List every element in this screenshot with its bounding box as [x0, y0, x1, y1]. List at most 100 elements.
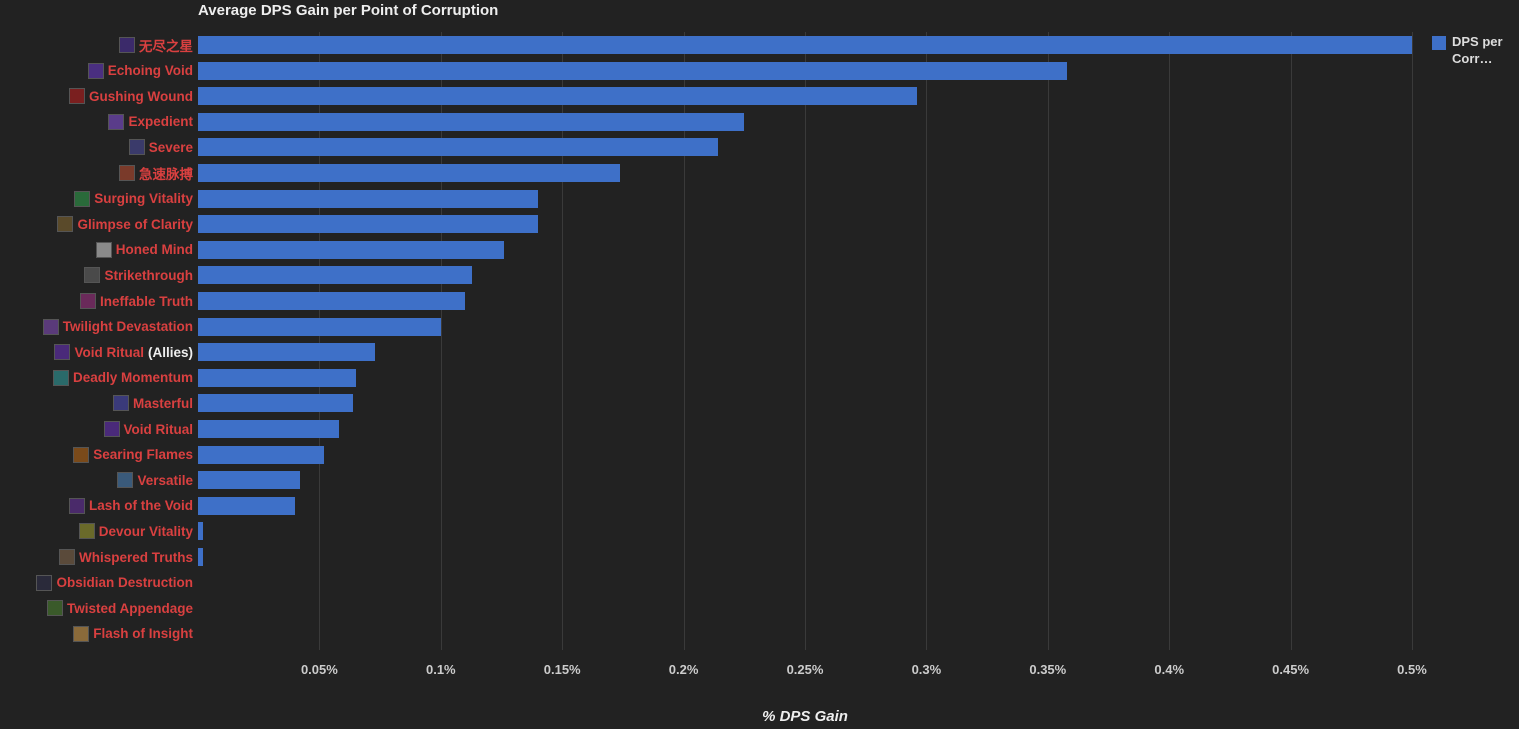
y-category-label[interactable]: Whispered Truths	[59, 548, 193, 566]
ability-name: Glimpse of Clarity	[77, 217, 193, 232]
bar	[198, 241, 504, 259]
bar-row	[198, 215, 538, 233]
bar	[198, 471, 300, 489]
chart-title: Average DPS Gain per Point of Corruption	[198, 2, 498, 19]
y-category-label[interactable]: Obsidian Destruction	[36, 574, 193, 592]
bar	[198, 36, 1412, 54]
plot-area: % DPS Gain 0.05%0.1%0.15%0.2%0.25%0.3%0.…	[198, 32, 1412, 650]
y-category-label[interactable]: 无尽之星	[119, 36, 193, 54]
ability-name: Ineffable Truth	[100, 294, 193, 309]
ability-icon	[113, 395, 129, 411]
bar	[198, 394, 353, 412]
x-tick-label: 0.5%	[1397, 662, 1427, 677]
ability-name: Masterful	[133, 396, 193, 411]
dps-corruption-chart: Average DPS Gain per Point of Corruption…	[0, 0, 1519, 729]
y-category-label[interactable]: Expedient	[108, 113, 193, 131]
ability-name: 急速脉搏	[139, 163, 193, 183]
ability-name: Severe	[149, 140, 193, 155]
ability-name: Lash of the Void	[89, 498, 193, 513]
x-tick-label: 0.05%	[301, 662, 338, 677]
ability-name: Searing Flames	[93, 447, 193, 462]
y-category-label[interactable]: Flash of Insight	[73, 625, 193, 643]
bar	[198, 292, 465, 310]
ability-name: Whispered Truths	[79, 550, 193, 565]
y-category-label[interactable]: Deadly Momentum	[53, 369, 193, 387]
ability-name: Expedient	[128, 114, 193, 129]
ability-icon	[119, 165, 135, 181]
bar	[198, 215, 538, 233]
y-category-label[interactable]: Gushing Wound	[69, 87, 193, 105]
bar-row	[198, 522, 203, 540]
bar	[198, 138, 718, 156]
legend-swatch	[1432, 36, 1446, 50]
bar-row	[198, 36, 1412, 54]
ability-icon	[73, 447, 89, 463]
y-category-label[interactable]: Echoing Void	[88, 62, 193, 80]
ability-name: 无尽之星	[139, 35, 193, 55]
bar	[198, 113, 744, 131]
legend: DPS per Corr…	[1432, 34, 1512, 68]
ability-icon	[69, 498, 85, 514]
ability-icon	[43, 319, 59, 335]
ability-name: Versatile	[137, 473, 193, 488]
y-category-label[interactable]: Devour Vitality	[79, 522, 193, 540]
ability-icon	[54, 344, 70, 360]
ability-icon	[119, 37, 135, 53]
bar-row	[198, 164, 620, 182]
bar-row	[198, 446, 324, 464]
ability-name: Twilight Devastation	[63, 319, 193, 334]
y-category-label[interactable]: Strikethrough	[84, 266, 193, 284]
bar-row	[198, 394, 353, 412]
y-category-label[interactable]: Twilight Devastation	[43, 318, 193, 336]
bar	[198, 420, 339, 438]
bar	[198, 548, 203, 566]
ability-icon	[88, 63, 104, 79]
bar	[198, 369, 356, 387]
y-category-label[interactable]: Masterful	[113, 394, 193, 412]
y-category-label[interactable]: Lash of the Void	[69, 497, 193, 515]
ability-name: Twisted Appendage	[67, 601, 193, 616]
x-tick-label: 0.4%	[1154, 662, 1184, 677]
bar-row	[198, 318, 441, 336]
ability-icon	[80, 293, 96, 309]
y-category-label[interactable]: Void Ritual	[104, 420, 194, 438]
ability-icon	[79, 523, 95, 539]
y-category-label[interactable]: Honed Mind	[96, 241, 193, 259]
bar	[198, 522, 203, 540]
bar-row	[198, 87, 917, 105]
y-category-label[interactable]: Ineffable Truth	[80, 292, 193, 310]
bar-row	[198, 548, 203, 566]
y-category-label[interactable]: Void Ritual (Allies)	[54, 343, 193, 361]
bar	[198, 190, 538, 208]
ability-name: Devour Vitality	[99, 524, 193, 539]
x-tick-label: 0.15%	[544, 662, 581, 677]
bar-row	[198, 138, 718, 156]
gridline	[1048, 32, 1049, 650]
bar-row	[198, 190, 538, 208]
bar	[198, 62, 1067, 80]
ability-icon	[57, 216, 73, 232]
x-tick-label: 0.35%	[1029, 662, 1066, 677]
y-category-label[interactable]: Versatile	[117, 471, 193, 489]
bar-row	[198, 497, 295, 515]
x-tick-label: 0.1%	[426, 662, 456, 677]
ability-name: Void Ritual	[124, 422, 194, 437]
bar-row	[198, 292, 465, 310]
bar	[198, 446, 324, 464]
y-category-label[interactable]: Twisted Appendage	[47, 599, 193, 617]
bar-row	[198, 343, 375, 361]
ability-icon	[74, 191, 90, 207]
ability-name: Surging Vitality	[94, 191, 193, 206]
y-category-label[interactable]: Severe	[129, 138, 193, 156]
ability-suffix: (Allies)	[148, 345, 193, 360]
ability-icon	[117, 472, 133, 488]
y-category-label[interactable]: Searing Flames	[73, 446, 193, 464]
bar	[198, 318, 441, 336]
ability-icon	[53, 370, 69, 386]
ability-name: Deadly Momentum	[73, 370, 193, 385]
gridline	[926, 32, 927, 650]
y-category-label[interactable]: Surging Vitality	[74, 190, 193, 208]
gridline	[805, 32, 806, 650]
y-category-label[interactable]: Glimpse of Clarity	[57, 215, 193, 233]
y-category-label[interactable]: 急速脉搏	[119, 164, 193, 182]
